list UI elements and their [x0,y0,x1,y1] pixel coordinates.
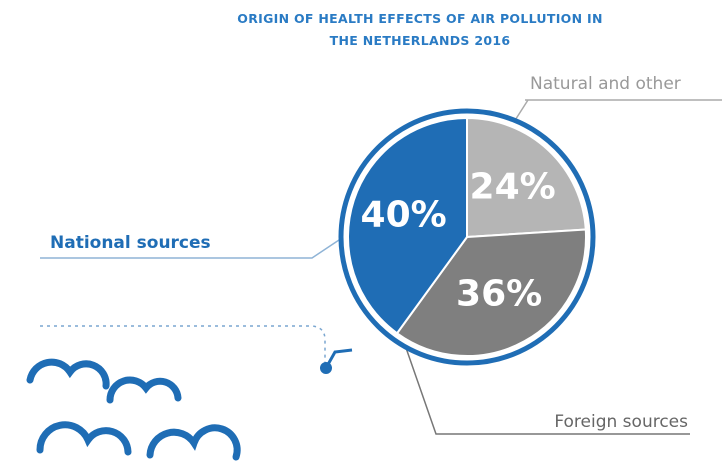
category-label: Foreign sources [554,412,688,432]
category-label: National sources [50,233,211,253]
category-label: Natural and other [530,74,681,94]
value-label: 40% [361,194,447,235]
clouds [30,362,237,457]
chart-title: ORIGIN OF HEALTH EFFECTS OF AIR POLLUTIO… [230,8,610,52]
value-label: 24% [470,166,556,207]
leader [512,100,722,125]
page: 24% Natural and other 36% Foreign sources 40… [0,0,725,462]
chart: 24% Natural and other 36% Foreign sources 40… [0,0,725,462]
value-label: 36% [456,273,542,314]
